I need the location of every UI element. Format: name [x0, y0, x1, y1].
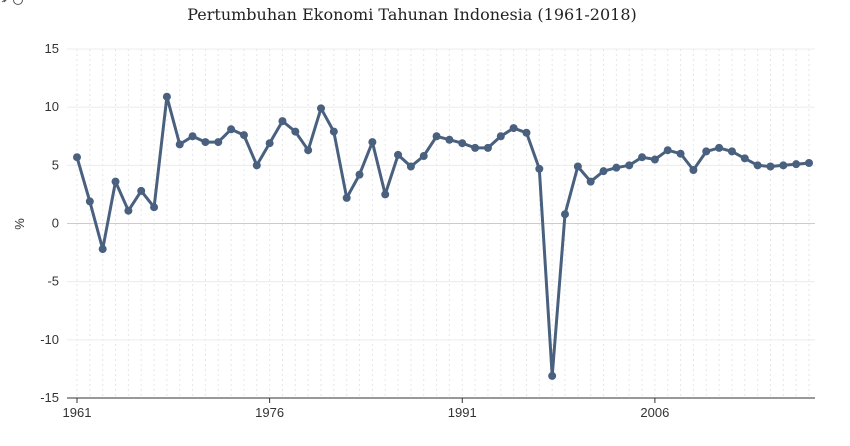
- data-point[interactable]: [291, 127, 300, 136]
- data-point[interactable]: [278, 117, 287, 126]
- data-point[interactable]: [406, 162, 415, 171]
- data-point[interactable]: [535, 164, 544, 173]
- data-point[interactable]: [522, 128, 531, 137]
- data-point[interactable]: [73, 153, 81, 162]
- data-point[interactable]: [432, 132, 441, 141]
- data-point[interactable]: [175, 140, 184, 149]
- data-point[interactable]: [98, 245, 107, 254]
- reset-icon[interactable]: [13, 0, 23, 5]
- data-point[interactable]: [150, 203, 159, 212]
- data-point[interactable]: [702, 147, 711, 156]
- x-axis: 1961 1976 1991 2006: [63, 397, 815, 420]
- data-point[interactable]: [111, 177, 120, 186]
- y-tick-label: -10: [40, 332, 59, 347]
- data-point[interactable]: [317, 104, 325, 113]
- data-point[interactable]: [188, 132, 197, 141]
- data-point[interactable]: [252, 161, 261, 170]
- zoom-icon[interactable]: [1, 0, 10, 3]
- data-point[interactable]: [561, 210, 569, 219]
- y-tick-label: -15: [40, 390, 59, 405]
- data-point[interactable]: [740, 154, 749, 163]
- y-axis-label: %: [12, 218, 27, 230]
- data-point[interactable]: [753, 161, 762, 170]
- data-point[interactable]: [201, 138, 210, 147]
- data-point[interactable]: [650, 155, 659, 164]
- data-point[interactable]: [573, 162, 582, 171]
- y-tick-labels: -15 -10 -5 0 5 10 15: [40, 41, 59, 405]
- data-point[interactable]: [625, 161, 634, 170]
- y-tick-label: 0: [52, 216, 59, 231]
- data-point[interactable]: [471, 143, 480, 152]
- data-point[interactable]: [663, 146, 672, 155]
- data-point[interactable]: [805, 159, 813, 168]
- data-point[interactable]: [355, 170, 364, 179]
- series-line: [75, 95, 810, 378]
- data-point[interactable]: [85, 197, 94, 206]
- x-tick-label: 1991: [448, 405, 477, 420]
- data-point[interactable]: [792, 160, 801, 169]
- data-point[interactable]: [766, 162, 775, 171]
- data-point[interactable]: [329, 127, 338, 136]
- data-point[interactable]: [304, 146, 313, 155]
- toolbar-icons[interactable]: [1, 0, 23, 5]
- data-point[interactable]: [586, 177, 595, 186]
- data-point[interactable]: [483, 143, 492, 152]
- data-point[interactable]: [689, 165, 698, 174]
- data-point[interactable]: [496, 132, 505, 141]
- data-point[interactable]: [509, 124, 518, 133]
- y-tick-label: -5: [47, 274, 59, 289]
- data-point[interactable]: [265, 139, 274, 148]
- data-point[interactable]: [612, 163, 621, 172]
- data-point[interactable]: [676, 149, 685, 158]
- data-point[interactable]: [458, 139, 467, 148]
- data-point[interactable]: [381, 190, 390, 199]
- y-tick-label: 10: [45, 99, 59, 114]
- data-point[interactable]: [394, 150, 403, 159]
- data-point[interactable]: [599, 167, 608, 176]
- y-tick-label: 5: [52, 157, 59, 172]
- data-point[interactable]: [715, 143, 724, 152]
- data-point[interactable]: [445, 135, 454, 144]
- data-point[interactable]: [137, 186, 146, 195]
- x-tick-label: 1976: [255, 405, 284, 420]
- data-point[interactable]: [419, 152, 428, 161]
- data-point[interactable]: [548, 371, 557, 380]
- data-point[interactable]: [727, 147, 736, 156]
- data-point[interactable]: [638, 153, 647, 162]
- data-point[interactable]: [368, 138, 377, 147]
- data-point[interactable]: [214, 138, 223, 147]
- x-tick-label: 1961: [63, 405, 92, 420]
- grid-horizontal: [67, 48, 815, 399]
- data-point[interactable]: [162, 92, 171, 101]
- chart-title: Pertumbuhan Ekonomi Tahunan Indonesia (1…: [187, 5, 637, 24]
- data-point[interactable]: [779, 161, 788, 170]
- x-tick-label: 2006: [640, 405, 669, 420]
- y-tick-label: 15: [45, 41, 59, 56]
- data-point[interactable]: [124, 206, 133, 215]
- data-point[interactable]: [342, 193, 351, 202]
- data-point[interactable]: [227, 125, 236, 134]
- series-points: [73, 92, 813, 380]
- data-point[interactable]: [239, 131, 248, 140]
